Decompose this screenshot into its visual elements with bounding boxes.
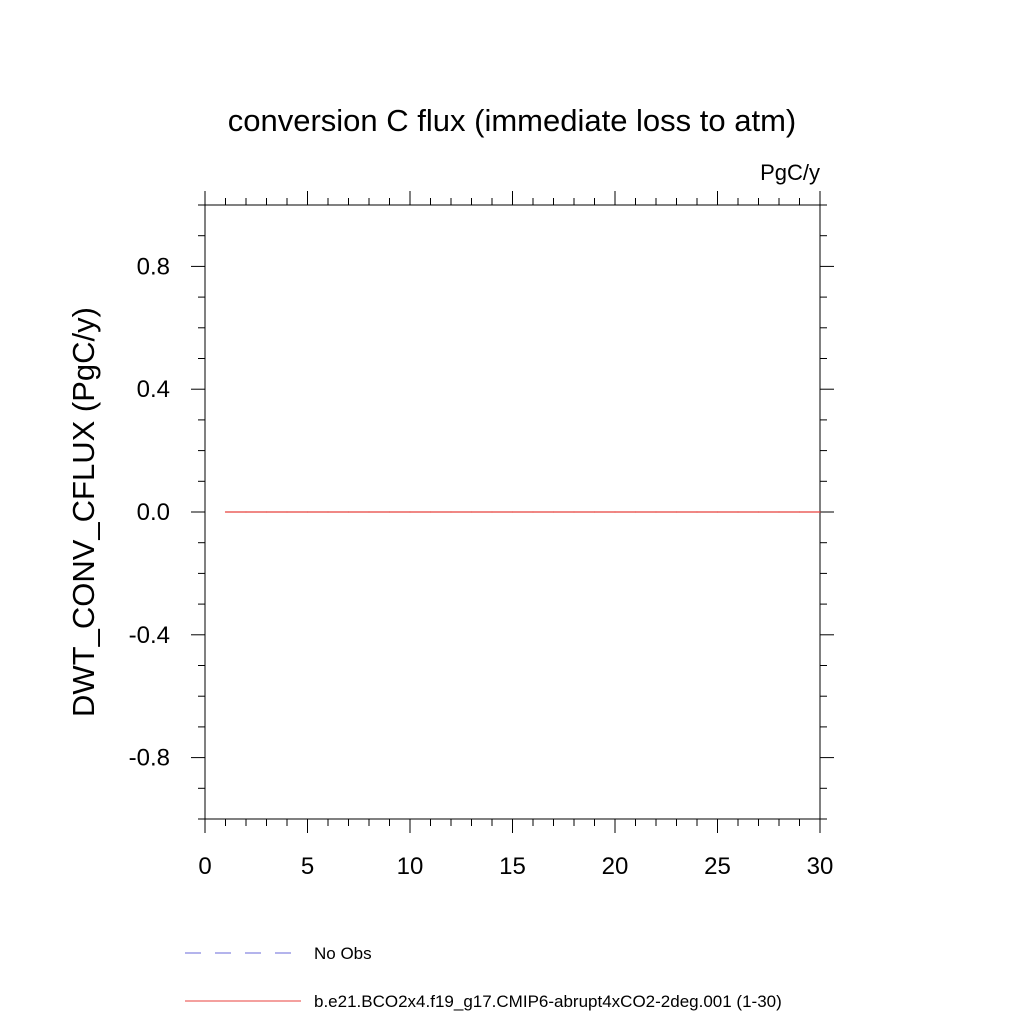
x-tick-label: 30 — [807, 853, 834, 880]
data-point — [655, 511, 657, 513]
data-point — [675, 511, 678, 513]
x-tick-label: 10 — [397, 853, 424, 880]
data-point — [245, 511, 247, 513]
data-point — [778, 511, 780, 513]
data-point — [737, 511, 739, 513]
ticks-layer: 0 5 10 15 20 25 30 0.8 0.4 0.0 -0.4 -0.8 — [129, 191, 834, 880]
y-tick-label: -0.8 — [129, 745, 170, 772]
data-point — [429, 511, 432, 513]
data-point — [368, 511, 370, 513]
data-point — [532, 511, 534, 513]
data-point — [573, 511, 575, 513]
x-tick-label: 15 — [499, 853, 526, 880]
data-point — [450, 511, 452, 513]
legend-label: b.e21.BCO2x4.f19_g17.CMIP6-abrupt4xCO2-2… — [314, 992, 782, 1011]
data-point — [327, 511, 329, 513]
x-tick-label: 0 — [198, 853, 211, 880]
units-label: PgC/y — [760, 160, 820, 185]
y-tick-label: -0.4 — [129, 622, 170, 649]
data-point — [552, 511, 555, 513]
y-tick-label: 0.8 — [137, 253, 170, 280]
data-point — [819, 511, 821, 513]
data-point — [347, 511, 350, 513]
chart-title: conversion C flux (immediate loss to atm… — [228, 103, 797, 138]
data-point — [224, 511, 227, 513]
data-point — [306, 511, 309, 513]
series-layer — [224, 511, 821, 513]
x-tick-label: 25 — [704, 853, 731, 880]
data-point — [409, 511, 411, 513]
data-point — [286, 511, 288, 513]
data-point — [265, 511, 268, 513]
y-axis-title: DWT_CONV_CFLUX (PgC/y) — [66, 307, 101, 717]
y-tick-label: 0.0 — [137, 499, 170, 526]
data-point — [470, 511, 473, 513]
data-point — [593, 511, 596, 513]
data-point — [798, 511, 801, 513]
data-point — [614, 511, 616, 513]
legend: No Obs b.e21.BCO2x4.f19_g17.CMIP6-abrupt4… — [185, 944, 782, 1011]
x-tick-label: 20 — [602, 853, 629, 880]
data-point — [696, 511, 698, 513]
data-point — [716, 511, 719, 513]
data-point — [491, 511, 493, 513]
data-point — [511, 511, 514, 513]
y-tick-label: 0.4 — [137, 376, 170, 403]
data-point — [757, 511, 760, 513]
legend-label: No Obs — [314, 944, 372, 963]
data-point — [634, 511, 637, 513]
x-tick-label: 5 — [301, 853, 314, 880]
data-point — [388, 511, 391, 513]
